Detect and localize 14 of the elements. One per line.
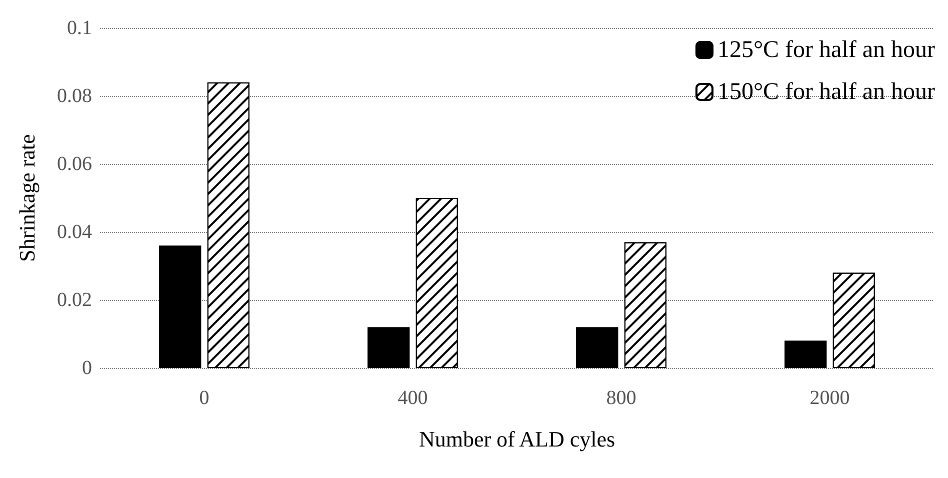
x-tick-label: 800 [606, 387, 636, 409]
x-tick-label: 0 [199, 387, 210, 409]
y-tick-label: 0 [82, 357, 92, 379]
legend-label: 125°C for half an hour [717, 37, 936, 63]
y-tick-label: 0.02 [57, 289, 92, 311]
legend-label: 150°C for half an hour [717, 79, 936, 105]
y-axis-title: Shrinkage rate [14, 134, 40, 262]
y-tick-label: 0.1 [67, 17, 92, 39]
x-axis-title: Number of ALD cyles [418, 426, 616, 452]
x-tick-label: 2000 [810, 387, 850, 409]
x-tick-label: 400 [398, 387, 428, 409]
y-tick-label: 0.04 [57, 221, 92, 243]
y-tick-label: 0.06 [57, 153, 92, 175]
y-tick-label: 0.08 [57, 85, 92, 107]
